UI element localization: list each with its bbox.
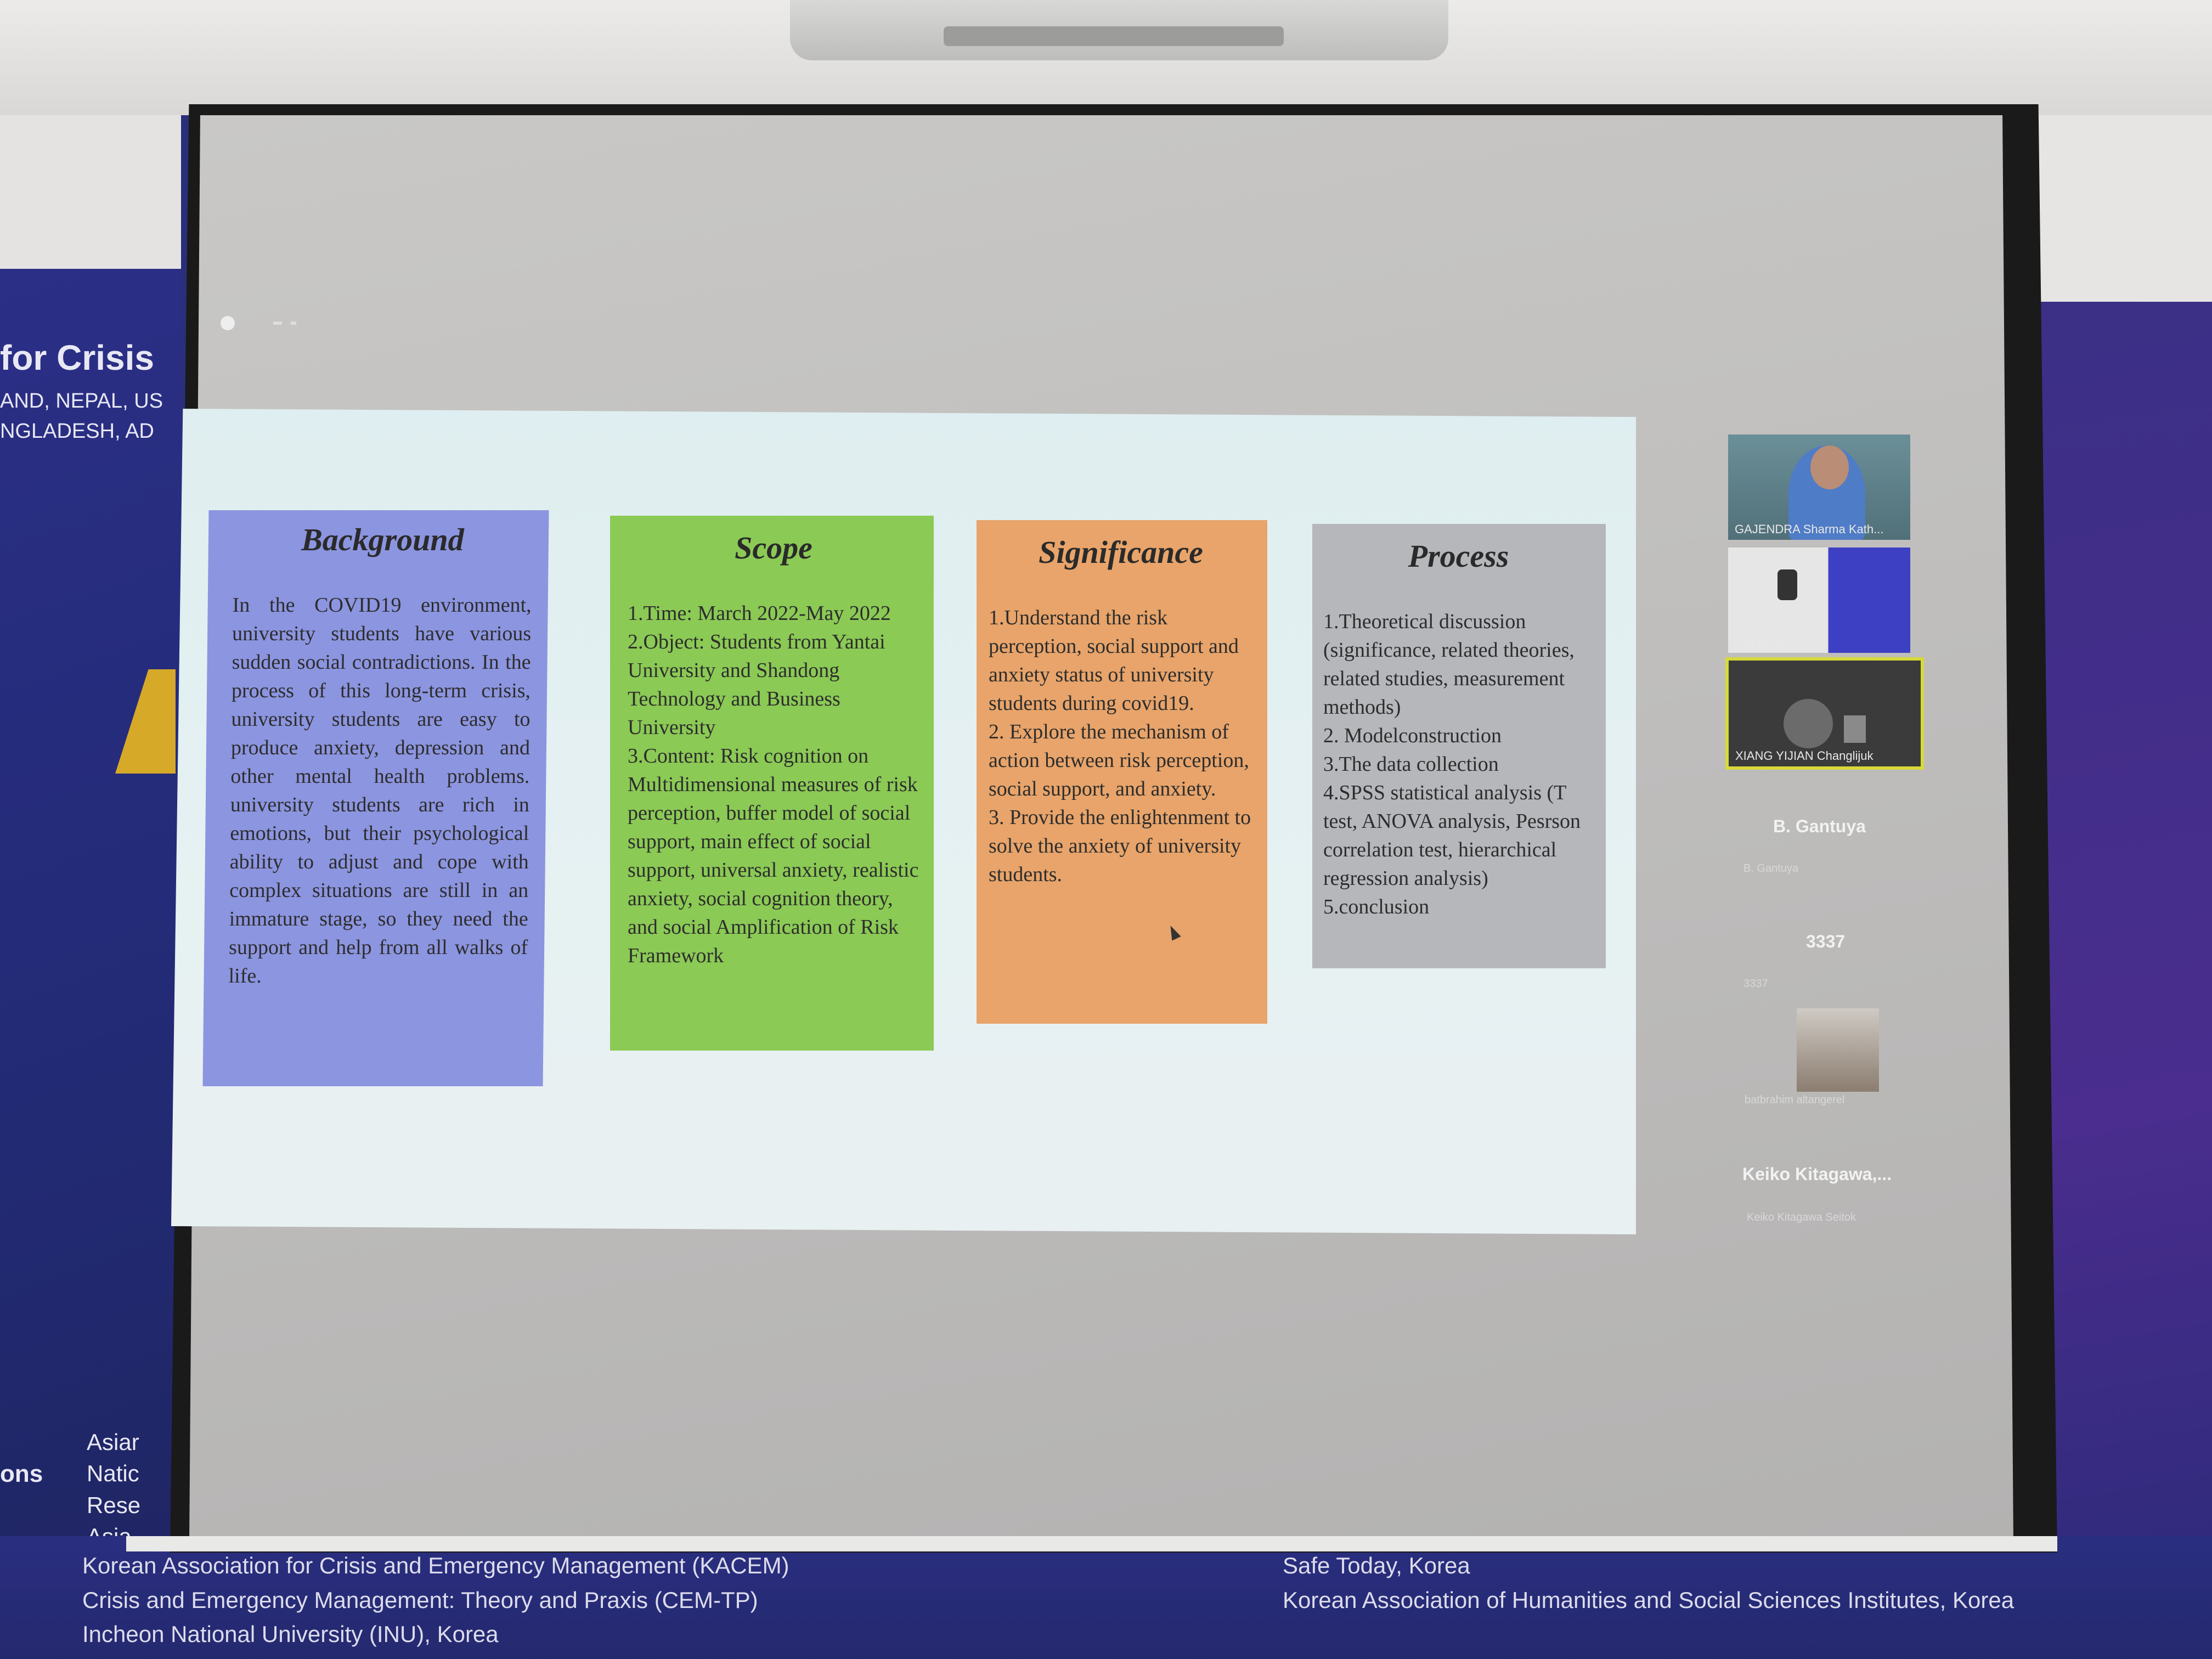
- card-title: Background: [301, 522, 465, 557]
- video-tile-active-speaker[interactable]: XIANG YIJIAN Changlijuk: [1725, 657, 1924, 770]
- card-title: Scope: [735, 530, 812, 566]
- toolbar-dash-icon: [291, 321, 296, 325]
- bottom-organizer: Incheon National University (INU), Korea: [82, 1621, 499, 1647]
- participant-sub-label: Keiko Kitagawa Seitok: [1747, 1211, 1857, 1223]
- card-body: In the COVID19 environment, university s…: [228, 594, 532, 988]
- card-body: 1.Theoretical discussion (significance, …: [1323, 610, 1581, 918]
- banner-left: [0, 269, 181, 1659]
- participant-video: [1778, 569, 1797, 600]
- ac-vent: [944, 26, 1284, 46]
- tile-label: GAJENDRA Sharma Kath...: [1735, 522, 1884, 536]
- participant-avatar[interactable]: [1797, 1008, 1879, 1092]
- video-tile[interactable]: CSNU_NCI: [1728, 548, 1910, 653]
- participant-sub-label: batbrahim altangerel: [1745, 1094, 1845, 1106]
- toolbar-dash-icon: [273, 321, 282, 325]
- participant-name[interactable]: B. Gantuya: [1773, 816, 1866, 836]
- card-significance: Significance 1.Understand the risk perce…: [977, 520, 1267, 1024]
- participant-name[interactable]: Keiko Kitagawa,...: [1742, 1164, 1892, 1184]
- tile-label: XIANG YIJIAN Changlijuk: [1735, 749, 1874, 763]
- card-background: Background In the COVID19 environment, u…: [202, 510, 549, 1086]
- bottom-organizer: Korean Association of Humanities and Soc…: [1283, 1587, 2015, 1613]
- banner-bottom: [0, 1536, 2212, 1659]
- card-title: Significance: [1039, 534, 1203, 570]
- bottom-organizer: Crisis and Emergency Management: Theory …: [82, 1587, 758, 1613]
- wall-left: [0, 115, 181, 274]
- wall-right: [2019, 115, 2212, 307]
- banner-line-1: AND, NEPAL, US: [0, 390, 163, 413]
- banner-side-label: ons: [0, 1460, 43, 1487]
- toolbar-dot-icon: [221, 316, 235, 330]
- participant-video: [1784, 699, 1833, 748]
- participant-sub-label: B. Gantuya: [1743, 862, 1799, 874]
- screen-bottom-bar: [126, 1536, 2057, 1551]
- participant-video: [1844, 715, 1866, 743]
- banner-list-item: Asiar: [87, 1429, 139, 1455]
- card-process: Process 1.Theoretical discussion (signif…: [1312, 524, 1606, 968]
- card-scope: Scope 1.Time: March 2022-May 2022 2.Obje…: [610, 516, 934, 1051]
- participant-sub-label: 3337: [1743, 978, 1768, 990]
- participant-head: [1810, 445, 1849, 489]
- video-tile[interactable]: GAJENDRA Sharma Kath...: [1728, 435, 1910, 540]
- banner-list-item: Rese: [87, 1492, 141, 1518]
- participant-name[interactable]: 3337: [1806, 932, 1846, 951]
- bottom-organizer: Safe Today, Korea: [1283, 1553, 1470, 1578]
- banner-list-item: Natic: [87, 1460, 139, 1486]
- card-body: 1.Time: March 2022-May 2022 2.Object: St…: [628, 602, 919, 967]
- tile-label: CSNU_NCI: [1735, 635, 1797, 649]
- bottom-organizer: Korean Association for Crisis and Emerge…: [82, 1553, 789, 1578]
- card-body: 1.Understand the risk perception, social…: [989, 606, 1251, 886]
- card-title: Process: [1408, 538, 1509, 574]
- banner-line-2: NGLADESH, AD: [0, 420, 154, 443]
- banner-heading: for Crisis: [0, 338, 154, 377]
